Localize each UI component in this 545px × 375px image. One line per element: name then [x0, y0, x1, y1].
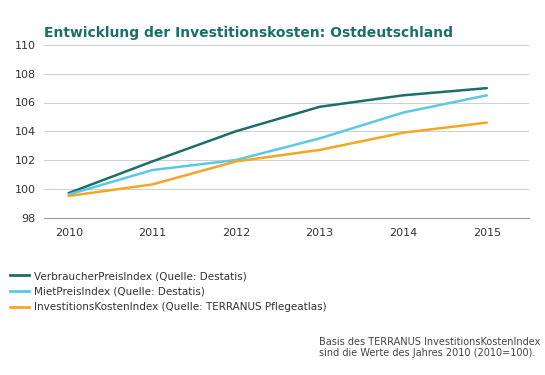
Text: Entwicklung der Investitionskosten: Ostdeutschland: Entwicklung der Investitionskosten: Ostd… [44, 26, 452, 40]
Text: Basis des TERRANUS InvestitionsKostenIndex
sind die Werte des Jahres 2010 (2010=: Basis des TERRANUS InvestitionsKostenInd… [319, 336, 540, 358]
Legend: VerbraucherPreisIndex (Quelle: Destatis), MietPreisIndex (Quelle: Destatis), Inv: VerbraucherPreisIndex (Quelle: Destatis)… [10, 271, 326, 312]
